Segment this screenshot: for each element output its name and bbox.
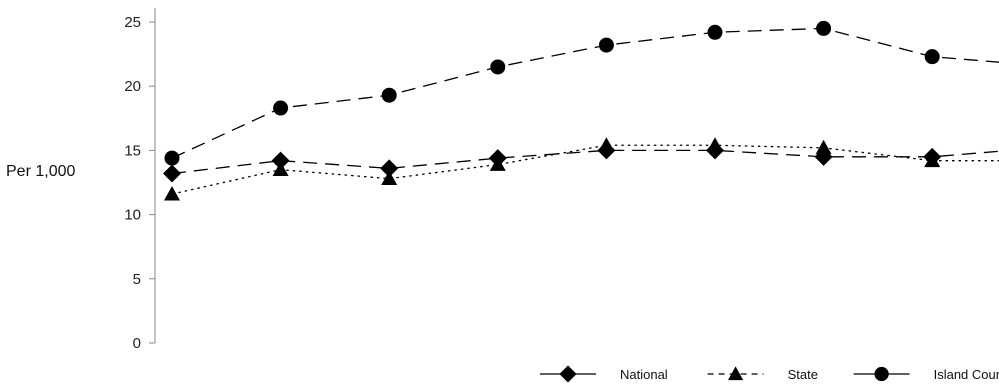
- legend-marker-diamond: [559, 365, 577, 383]
- data-point-state: [815, 139, 832, 155]
- legend-marker-circle: [874, 366, 889, 382]
- legend-item-state: State: [707, 366, 818, 382]
- data-point-state: [598, 137, 615, 152]
- data-point-state: [164, 186, 180, 201]
- data-point-state: [489, 156, 506, 171]
- y-tick-label: 10: [124, 207, 141, 224]
- data-point-island-county: [490, 59, 506, 75]
- legend-label: State: [788, 367, 818, 382]
- legend-item-national: National: [540, 365, 668, 383]
- y-tick-label: 25: [124, 14, 141, 31]
- legend-label: National: [620, 367, 668, 382]
- y-tick-label: 20: [124, 78, 141, 95]
- data-point-state: [272, 161, 289, 177]
- data-point-state: [381, 170, 398, 186]
- chart-axes: 0 5 10 15 20 25: [124, 8, 156, 352]
- data-point-island-county: [273, 100, 289, 116]
- data-point-island-county: [924, 49, 940, 65]
- legend-item-island-county: Island County: [853, 366, 999, 382]
- legend-label: Island County: [934, 367, 999, 382]
- y-tick-label: 0: [133, 335, 141, 352]
- data-point-island-county: [816, 20, 832, 36]
- data-point-national: [380, 159, 399, 178]
- data-point-state: [924, 152, 941, 168]
- y-tick-label: 15: [124, 142, 141, 159]
- legend-marker-triangle: [728, 366, 744, 381]
- y-tick-label: 5: [133, 271, 141, 288]
- series-layer: [163, 20, 999, 201]
- data-point-island-county: [598, 37, 614, 53]
- data-point-island-county: [707, 24, 723, 40]
- data-point-island-county: [164, 150, 180, 166]
- series-line-island-county: [171, 27, 999, 159]
- data-point-state: [707, 137, 723, 152]
- series-line-national: [171, 149, 999, 175]
- series-line-state: [171, 144, 999, 195]
- data-point-island-county: [381, 87, 397, 103]
- y-axis-label: Per 1,000: [6, 163, 75, 180]
- data-point-national: [163, 164, 181, 183]
- data-point-national: [271, 151, 290, 170]
- legend: National State Island County: [540, 365, 999, 383]
